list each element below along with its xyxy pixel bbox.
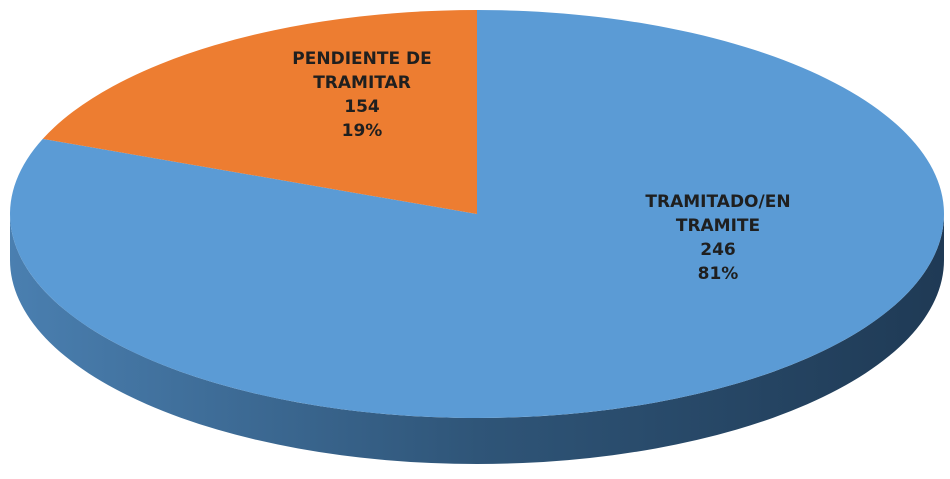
- category-label: TRAMITADO/EN TRAMITE: [645, 192, 791, 236]
- count-label: 246: [700, 240, 736, 260]
- pie-slice: [42, 10, 478, 214]
- category-label: PENDIENTE DE TRAMITAR: [292, 49, 432, 93]
- percent-label: 81%: [697, 264, 739, 284]
- pie-side: [10, 214, 944, 464]
- count-label: 154: [344, 97, 380, 117]
- data-label: TRAMITADO/EN TRAMITE 246 81%: [618, 190, 818, 286]
- percent-label: 19%: [341, 121, 383, 141]
- data-label: PENDIENTE DE TRAMITAR 154 19%: [272, 47, 452, 143]
- pie-slice: [9, 10, 944, 419]
